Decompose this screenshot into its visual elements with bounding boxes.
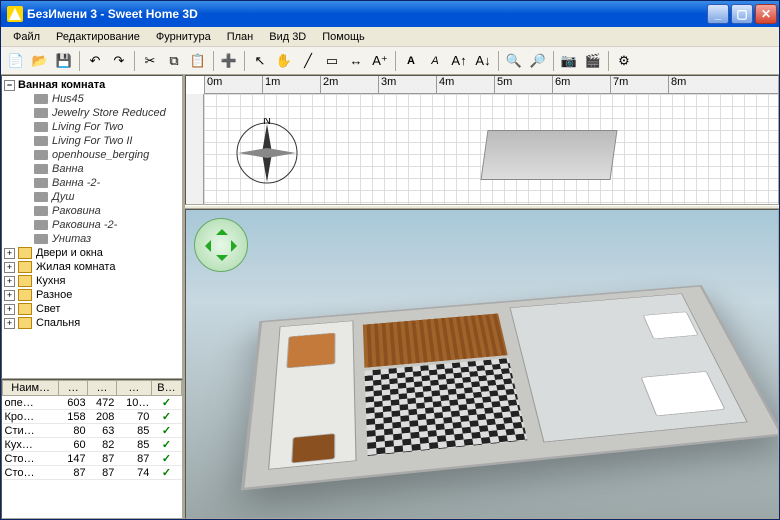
copy-icon[interactable]: ⧉ (163, 50, 185, 72)
add-furniture-icon[interactable]: ➕ (218, 50, 240, 72)
svg-text:N: N (263, 118, 271, 127)
plan-model-preview (480, 130, 617, 180)
tree-item[interactable]: Hus45 (4, 92, 180, 106)
tree-folder[interactable]: +Разное (4, 288, 180, 302)
photo-icon[interactable]: 📷 (558, 50, 580, 72)
nav-3d-control[interactable] (194, 218, 248, 272)
right-panel: 0m1m2m3m4m5m6m7m8m N (185, 75, 779, 519)
menu-furniture[interactable]: Фурнитура (148, 29, 219, 45)
table-row[interactable]: опе…60347210…✓ (3, 396, 182, 410)
increase-icon[interactable]: A↑ (448, 50, 470, 72)
wall-icon[interactable]: ╱ (297, 50, 319, 72)
ruler-horizontal: 0m1m2m3m4m5m6m7m8m (204, 76, 778, 94)
menubar: Файл Редактирование Фурнитура План Вид 3… (1, 27, 779, 47)
menu-file[interactable]: Файл (5, 29, 48, 45)
table-row[interactable]: Кух…608285✓ (3, 438, 182, 452)
toolbar: 📄 📂 💾 ↶ ↷ ✂ ⧉ 📋 ➕ ↖ ✋ ╱ ▭ ↔ A⁺ A A A↑ A↓… (1, 47, 779, 75)
ruler-vertical (186, 94, 204, 204)
undo-icon[interactable]: ↶ (84, 50, 106, 72)
redo-icon[interactable]: ↷ (108, 50, 130, 72)
italic-icon[interactable]: A (424, 50, 446, 72)
catalog-tree[interactable]: − Ванная комната Hus45Jewelry Store Redu… (1, 75, 183, 379)
table-row[interactable]: Сти…806385✓ (3, 424, 182, 438)
dimension-icon[interactable]: ↔ (345, 50, 367, 72)
window-title: БезИмени 3 - Sweet Home 3D (27, 7, 707, 21)
zoom-in-icon[interactable]: 🔍 (503, 50, 525, 72)
nav-down-icon[interactable] (216, 255, 228, 267)
close-button[interactable]: ✕ (755, 4, 777, 24)
tree-item[interactable]: Jewelry Store Reduced (4, 106, 180, 120)
tree-folder[interactable]: +Жилая комната (4, 260, 180, 274)
app-icon (7, 6, 23, 22)
table-row[interactable]: Кро…15820870✓ (3, 410, 182, 424)
tree-folder[interactable]: +Свет (4, 302, 180, 316)
table-row[interactable]: Сто…878774✓ (3, 466, 182, 480)
table-header[interactable]: … (88, 381, 117, 396)
tree-folder[interactable]: +Спальня (4, 316, 180, 330)
titlebar[interactable]: БезИмени 3 - Sweet Home 3D _ ▢ ✕ (1, 1, 779, 27)
table-header[interactable]: Наим… (3, 381, 59, 396)
tree-item[interactable]: Living For Two (4, 120, 180, 134)
paste-icon[interactable]: 📋 (187, 50, 209, 72)
menu-help[interactable]: Помощь (314, 29, 373, 45)
table-row[interactable]: Сто…1478787✓ (3, 452, 182, 466)
furniture-table[interactable]: Наим…………В… опе…60347210…✓Кро…15820870✓Ст… (1, 379, 183, 519)
prefs-icon[interactable]: ⚙ (613, 50, 635, 72)
view-3d[interactable] (185, 209, 779, 519)
tree-root-label: Ванная комната (18, 79, 105, 91)
left-panel: − Ванная комната Hus45Jewelry Store Redu… (1, 75, 185, 519)
decrease-icon[interactable]: A↓ (472, 50, 494, 72)
tree-item[interactable]: openhouse_berging (4, 148, 180, 162)
video-icon[interactable]: 🎬 (582, 50, 604, 72)
tree-item[interactable]: Раковина (4, 204, 180, 218)
tree-item[interactable]: Living For Two II (4, 134, 180, 148)
tree-item[interactable]: Раковина -2- (4, 218, 180, 232)
table-header[interactable]: В… (151, 381, 181, 396)
menu-edit[interactable]: Редактирование (48, 29, 148, 45)
select-icon[interactable]: ↖ (249, 50, 271, 72)
tree-folder[interactable]: +Кухня (4, 274, 180, 288)
table-header[interactable]: … (59, 381, 88, 396)
compass-icon[interactable]: N (232, 118, 302, 188)
open-icon[interactable]: 📂 (29, 50, 51, 72)
save-icon[interactable]: 💾 (53, 50, 75, 72)
tree-root[interactable]: − Ванная комната (4, 78, 180, 92)
app-window: БезИмени 3 - Sweet Home 3D _ ▢ ✕ Файл Ре… (0, 0, 780, 520)
tree-item[interactable]: Ванна -2- (4, 176, 180, 190)
tree-folder[interactable]: +Двери и окна (4, 246, 180, 260)
plan-2d-view[interactable]: 0m1m2m3m4m5m6m7m8m N (185, 75, 779, 205)
text-icon[interactable]: A⁺ (369, 50, 391, 72)
menu-view3d[interactable]: Вид 3D (261, 29, 314, 45)
pan-icon[interactable]: ✋ (273, 50, 295, 72)
nav-left-icon[interactable] (199, 240, 211, 252)
collapse-icon[interactable]: − (4, 80, 15, 91)
new-icon[interactable]: 📄 (5, 50, 27, 72)
table-header[interactable]: … (116, 381, 151, 396)
cut-icon[interactable]: ✂ (139, 50, 161, 72)
minimize-button[interactable]: _ (707, 4, 729, 24)
room-icon[interactable]: ▭ (321, 50, 343, 72)
tree-item[interactable]: Унитаз (4, 232, 180, 246)
tree-item[interactable]: Душ (4, 190, 180, 204)
content-area: − Ванная комната Hus45Jewelry Store Redu… (1, 75, 779, 519)
tree-item[interactable]: Ванна (4, 162, 180, 176)
nav-right-icon[interactable] (231, 240, 243, 252)
menu-plan[interactable]: План (219, 29, 262, 45)
nav-up-icon[interactable] (216, 223, 228, 235)
zoom-out-icon[interactable]: 🔎 (527, 50, 549, 72)
plan-canvas[interactable]: N (204, 94, 778, 204)
floor-3d (241, 285, 779, 491)
bold-icon[interactable]: A (400, 50, 422, 72)
maximize-button[interactable]: ▢ (731, 4, 753, 24)
